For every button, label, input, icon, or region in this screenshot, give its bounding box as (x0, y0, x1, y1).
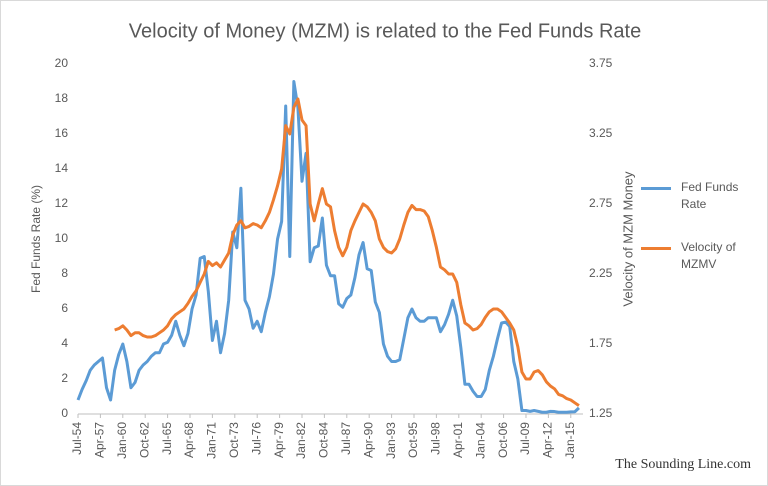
y2-tick-label: 1.75 (589, 336, 613, 350)
y2-tick-label: 3.75 (589, 56, 613, 70)
x-tick-label: Apr-79 (272, 422, 286, 458)
legend-item: Fed Funds Rate (641, 179, 766, 213)
y-tick-label: 18 (55, 91, 69, 105)
x-tick-label: Jul-09 (518, 422, 532, 455)
x-tick-label: Apr-57 (93, 422, 107, 458)
x-tick-label: Apr-68 (182, 422, 196, 458)
y-tick-label: 10 (55, 231, 69, 245)
legend-swatch (641, 187, 671, 190)
y-tick-label: 12 (55, 196, 69, 210)
chart-title: Velocity of Money (MZM) is related to th… (129, 20, 641, 42)
y2-tick-label: 2.75 (589, 196, 613, 210)
x-tick-label: Jan-04 (473, 422, 487, 459)
legend-swatch (641, 247, 671, 250)
watermark: The Sounding Line.com (615, 457, 751, 472)
x-tick-label: Jul-76 (249, 422, 263, 455)
x-tick-label: Oct-62 (137, 422, 151, 458)
y-axis-title: Fed Funds Rate (%) (29, 185, 43, 293)
y-tick-label: 2 (61, 371, 68, 385)
x-tick-label: Oct-84 (317, 422, 331, 458)
x-tick-label: Jan-60 (115, 422, 129, 459)
x-tick-label: Jul-98 (429, 422, 443, 455)
x-tick-label: Apr-12 (541, 422, 555, 458)
x-tick-label: Apr-90 (361, 422, 375, 458)
y-tick-label: 6 (61, 301, 68, 315)
legend-label: Velocity of MZMV (681, 240, 736, 271)
y2-axis-title: Velocity of MZM Money (620, 171, 635, 307)
x-tick-label: Apr-01 (451, 422, 465, 458)
series-line (114, 97, 580, 407)
legend-item: Velocity of MZMV (641, 239, 766, 273)
x-tick-label: Oct-73 (227, 422, 241, 458)
y-tick-label: 14 (55, 161, 69, 175)
y-tick-label: 8 (61, 266, 68, 280)
legend-label: Fed Funds Rate (681, 180, 739, 211)
y2-tick-label: 3.25 (589, 126, 613, 140)
x-tick-label: Jan-93 (384, 422, 398, 459)
x-tick-label: Jan-15 (563, 422, 577, 459)
x-tick-label: Jul-65 (160, 422, 174, 455)
y2-tick-label: 1.25 (589, 406, 613, 420)
y-tick-label: 0 (61, 406, 68, 420)
x-tick-label: Jan-82 (294, 422, 308, 459)
x-tick-label: Jul-87 (339, 422, 353, 455)
y-tick-label: 16 (55, 126, 69, 140)
y2-tick-label: 2.25 (589, 266, 613, 280)
series-line (76, 80, 580, 414)
x-tick-label: Oct-95 (406, 422, 420, 458)
x-tick-label: Jan-71 (205, 422, 219, 459)
x-tick-label: Jul-54 (70, 422, 84, 455)
x-tick-label: Oct-06 (496, 422, 510, 458)
y-tick-label: 20 (55, 56, 69, 70)
y-tick-label: 4 (61, 336, 68, 350)
